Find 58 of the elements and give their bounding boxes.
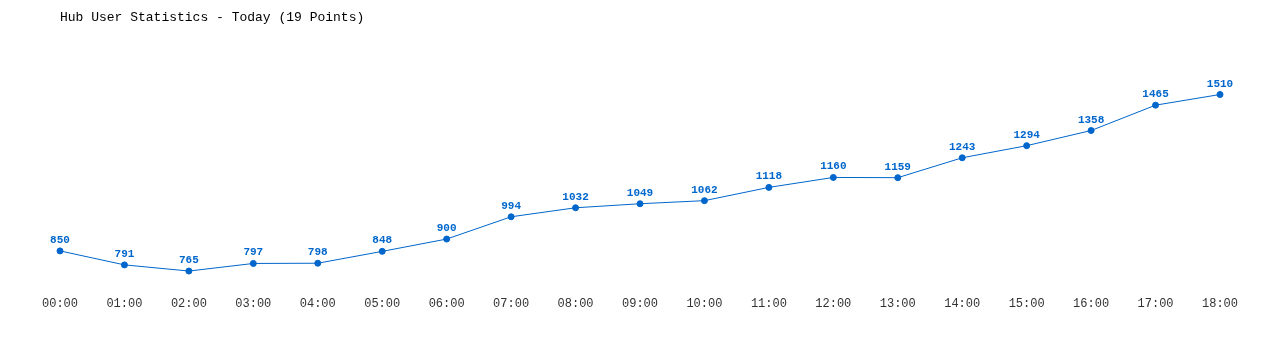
point [958, 154, 966, 162]
point [120, 261, 128, 269]
point [700, 197, 708, 205]
x-tick-label: 00:00 [41, 296, 79, 311]
point [765, 183, 773, 191]
x-tick-label: 02:00 [170, 296, 207, 311]
x-tick-label: 16:00 [1073, 296, 1110, 311]
point [249, 259, 257, 267]
point [894, 174, 902, 182]
point [1216, 91, 1224, 98]
point [378, 247, 386, 255]
data-label: 1510 [1206, 77, 1234, 90]
x-tick-label: 01:00 [106, 296, 143, 311]
chart-title: Hub User Statistics - Today (19 Points) [60, 10, 365, 25]
x-tick-label: 18:00 [1201, 296, 1239, 311]
x-tick-label: 10:00 [686, 296, 723, 311]
data-label: 797 [243, 246, 264, 259]
x-tick-label: 07:00 [493, 296, 530, 311]
point [1087, 127, 1095, 135]
point [1152, 101, 1160, 109]
point [572, 204, 580, 212]
x-tick-label: 13:00 [879, 296, 916, 311]
data-label: 850 [50, 233, 70, 246]
data-label: 1294 [1013, 128, 1041, 141]
x-tick-label: 05:00 [364, 296, 401, 311]
data-label: 1049 [626, 186, 654, 199]
point [56, 247, 64, 255]
point [443, 235, 451, 243]
data-label: 798 [307, 246, 329, 259]
x-tick-label: 03:00 [235, 296, 272, 311]
data-label: 1118 [755, 170, 783, 183]
point [314, 259, 322, 267]
data-label: 994 [501, 199, 522, 212]
data-label: 900 [436, 222, 457, 235]
data-label: 1032 [562, 190, 589, 203]
point [507, 213, 515, 221]
x-tick-label: 15:00 [1008, 296, 1045, 311]
data-label: 765 [178, 254, 200, 267]
point [1023, 142, 1031, 150]
x-tick-label: 04:00 [299, 296, 336, 311]
x-tick-label: 08:00 [557, 296, 594, 311]
x-tick-label: 17:00 [1137, 296, 1174, 311]
x-tick-label: 11:00 [750, 296, 787, 311]
data-label: 791 [114, 247, 135, 260]
data-label: 848 [372, 234, 393, 247]
point [829, 173, 837, 181]
x-tick-label: 06:00 [428, 296, 465, 311]
point [185, 267, 193, 275]
x-tick-label: 09:00 [621, 296, 659, 311]
data-label: 1159 [884, 160, 911, 173]
data-label: 1160 [820, 160, 847, 173]
x-tick-label: 14:00 [944, 296, 981, 311]
data-label: 1358 [1077, 113, 1105, 126]
data-label: 1465 [1142, 88, 1170, 101]
point [636, 200, 644, 208]
data-label: 1243 [949, 140, 976, 153]
data-label: 1062 [691, 183, 718, 196]
x-tick-label: 12:00 [815, 296, 852, 311]
